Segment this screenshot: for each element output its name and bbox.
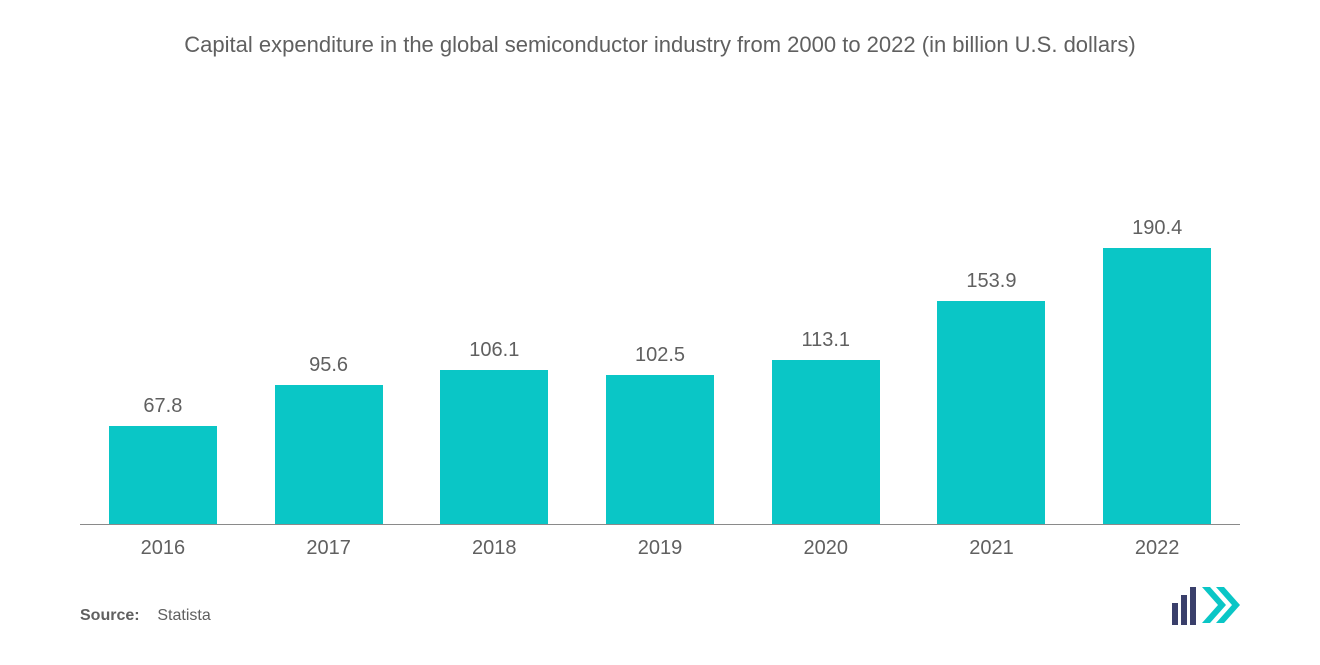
bar (109, 426, 217, 524)
brand-logo (1170, 585, 1240, 625)
x-axis-tick: 2017 (246, 537, 412, 560)
x-axis: 2016201720182019202020212022 (80, 525, 1240, 560)
source-value: Statista (157, 607, 210, 624)
bar (606, 375, 714, 524)
bar-group: 102.5 (577, 344, 743, 524)
bar-value-label: 106.1 (469, 339, 519, 362)
bar-value-label: 102.5 (635, 344, 685, 367)
bar-value-label: 190.4 (1132, 217, 1182, 240)
x-axis-tick: 2021 (909, 537, 1075, 560)
bar (440, 370, 548, 524)
bar-value-label: 95.6 (309, 354, 348, 377)
x-axis-tick: 2016 (80, 537, 246, 560)
bar-group: 67.8 (80, 395, 246, 524)
source-label: Source: (80, 607, 140, 624)
bar-group: 190.4 (1074, 217, 1240, 524)
bar (275, 385, 383, 524)
bar-value-label: 67.8 (143, 395, 182, 418)
bar (772, 360, 880, 524)
chart-title: Capital expenditure in the global semico… (50, 30, 1270, 61)
bar-group: 153.9 (909, 270, 1075, 524)
plot-area: 67.895.6106.1102.5113.1153.9190.4 201620… (50, 111, 1270, 560)
bar-group: 95.6 (246, 354, 412, 524)
bar-value-label: 113.1 (801, 329, 850, 352)
chart-footer: Source: Statista (50, 560, 1270, 625)
bar (1103, 248, 1211, 524)
x-axis-tick: 2020 (743, 537, 909, 560)
bar-value-label: 153.9 (966, 270, 1016, 293)
source-line: Source: Statista (80, 607, 211, 625)
x-axis-tick: 2019 (577, 537, 743, 560)
x-axis-tick: 2022 (1074, 537, 1240, 560)
x-axis-tick: 2018 (411, 537, 577, 560)
bar-group: 113.1 (743, 329, 909, 524)
chart-container: Capital expenditure in the global semico… (0, 0, 1320, 665)
bar-group: 106.1 (411, 339, 577, 524)
bar (937, 301, 1045, 524)
mordor-logo-icon (1170, 585, 1240, 625)
bars-region: 67.8 95.6 106.1 102.5 113.1 153.9 190.4 (80, 111, 1240, 525)
